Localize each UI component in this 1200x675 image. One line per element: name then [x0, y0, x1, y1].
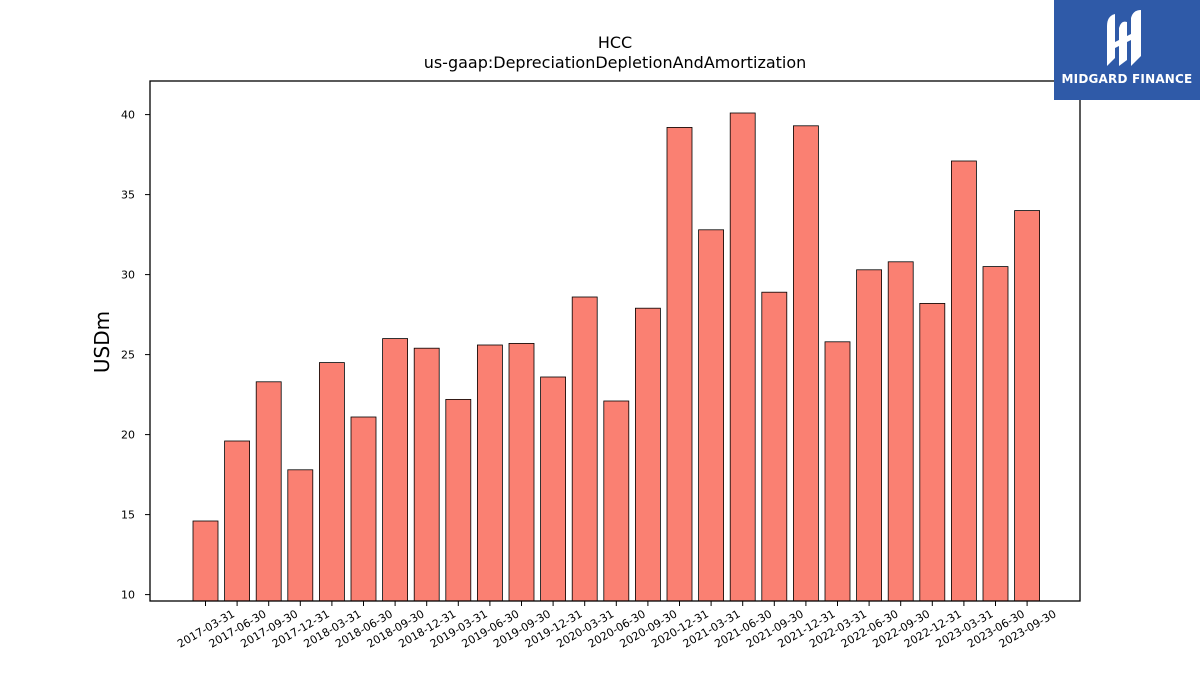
bar-2021-03-31	[698, 229, 724, 602]
chart-title: HCC	[598, 33, 632, 52]
plot-frame	[149, 80, 1081, 602]
y-tick-label: 40	[121, 109, 135, 122]
bar-2019-09-30	[508, 342, 535, 602]
bar-2018-06-30	[350, 416, 377, 602]
bar-2020-06-30	[603, 400, 630, 602]
y-tick-label: 35	[121, 189, 135, 202]
midgard-logo-icon	[1107, 10, 1141, 67]
bar-2017-06-30	[224, 440, 251, 602]
bar-2021-06-30	[729, 112, 756, 602]
bar-2018-09-30	[382, 338, 409, 602]
bar-2022-03-31	[824, 341, 851, 602]
y-axis-label: USDm	[90, 311, 114, 373]
bar-2023-09-30	[1014, 210, 1040, 602]
y-tick-label: 15	[121, 509, 135, 522]
bar-2020-12-31	[666, 127, 693, 602]
bar-2020-03-31	[571, 296, 598, 602]
bar-2020-09-30	[635, 307, 661, 602]
bar-2018-03-31	[318, 362, 345, 602]
y-tick-label: 25	[121, 349, 135, 362]
brand-name: MIDGARD FINANCE	[1061, 72, 1193, 86]
brand-logo: MIDGARD FINANCE	[1054, 0, 1200, 100]
bar-2017-09-30	[255, 381, 282, 602]
bar-2023-03-31	[951, 160, 977, 602]
bar-2022-09-30	[887, 261, 914, 602]
bar-series	[192, 112, 1040, 602]
bar-2021-12-31	[793, 125, 819, 602]
y-axis: 10 15 20 25 30 35 40	[121, 109, 150, 602]
y-tick-label: 10	[121, 589, 135, 602]
bar-2022-12-31	[919, 302, 946, 602]
bar-2019-12-31	[540, 376, 566, 602]
bar-2018-12-31	[413, 347, 440, 602]
bar-2019-06-30	[476, 344, 503, 602]
bar-2022-06-30	[856, 269, 882, 602]
chart-subtitle: us-gaap:DepreciationDepletionAndAmortiza…	[424, 53, 807, 72]
y-tick-label: 30	[121, 269, 135, 282]
bar-2023-06-30	[982, 266, 1009, 602]
bar-2017-03-31	[192, 520, 219, 602]
x-axis: 2017-03-312017-06-302017-09-302017-12-31…	[175, 601, 1059, 651]
bar-2021-09-30	[761, 291, 788, 602]
bar-2019-03-31	[445, 398, 472, 602]
y-tick-label: 20	[121, 429, 135, 442]
bar-2017-12-31	[287, 469, 314, 602]
